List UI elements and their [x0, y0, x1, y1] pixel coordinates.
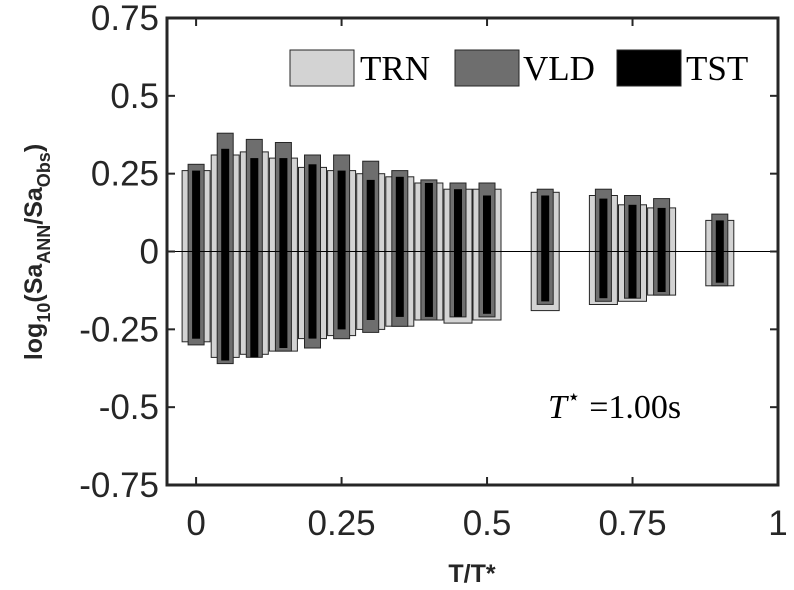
annotation-value: =1.00s [581, 389, 681, 426]
bar-tst-12 [599, 198, 608, 299]
tick-layer [167, 17, 779, 486]
annotation-superscript: ⋆ [567, 384, 581, 409]
ylabel-num-sub: ANN [34, 225, 54, 264]
x-tick-label-0: 0 [186, 504, 205, 543]
y-tick-label-1: 0.5 [110, 77, 159, 116]
y-axis-label: log10(SaANN/SaObs) [20, 144, 54, 360]
bar-tst-0 [192, 170, 201, 339]
bar-tst-11 [541, 195, 550, 302]
ylabel-mid: /Sa [20, 186, 48, 225]
legend-swatch-tst [616, 49, 682, 87]
legend: TRN VLD TST [289, 49, 748, 88]
bar-tst-8 [424, 183, 433, 317]
y-tick-label-5: -0.5 [99, 388, 159, 427]
x-axis-label: T/T* [448, 560, 495, 588]
x-tick-label-1: 0.25 [308, 504, 376, 543]
y-tick-label-4: -0.25 [79, 310, 159, 349]
legend-label-vld: VLD [523, 49, 595, 88]
tick-label-layer: 0 0.25 0.5 0.75 1 0.75 0.5 0.25 0 -0.25 -0.5 -0.75 [79, 0, 788, 543]
bar-layer [181, 132, 735, 365]
legend-swatch-trn [289, 49, 355, 87]
ylabel-prefix: log [20, 323, 48, 361]
bar-tst-1 [221, 148, 230, 361]
y-tick-label-6: -0.75 [79, 466, 159, 505]
bar-tst-5 [337, 170, 346, 330]
bar-tst-14 [657, 207, 666, 292]
x-tick-label-4: 1 [768, 504, 787, 543]
ylabel-open: (Sa [20, 263, 48, 303]
ylabel-close: ) [20, 144, 48, 152]
bar-tst-6 [366, 179, 375, 320]
ylabel-prefix-sub: 10 [34, 303, 54, 323]
bar-tst-7 [395, 176, 404, 317]
y-tick-label-0: 0.75 [91, 0, 159, 38]
annotation-symbol: T [548, 389, 569, 426]
y-tick-label-3: 0 [140, 233, 159, 272]
legend-swatch-vld [454, 49, 520, 87]
y-tick-label-2: 0.25 [91, 155, 159, 194]
bar-tst-3 [279, 158, 288, 348]
legend-label-tst: TST [686, 49, 748, 88]
period-annotation: T⋆ =1.00s [548, 384, 681, 426]
bar-tst-10 [483, 195, 491, 314]
x-tick-label-3: 0.75 [598, 504, 666, 543]
bar-tst-2 [250, 158, 259, 358]
bar-tst-9 [454, 189, 462, 317]
ylabel-den-sub: Obs [34, 152, 54, 187]
legend-label-trn: TRN [360, 49, 430, 88]
x-tick-label-2: 0.5 [463, 504, 512, 543]
